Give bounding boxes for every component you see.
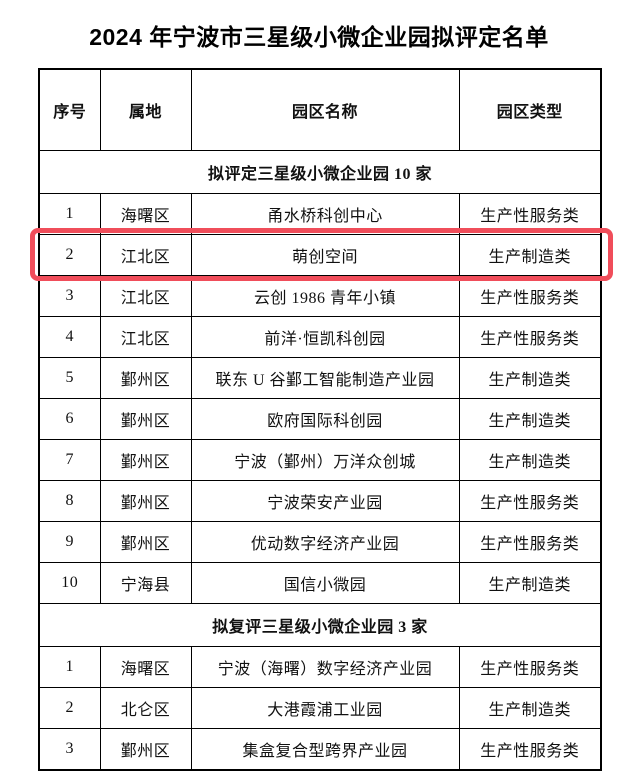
district-cell: 鄞州区 bbox=[99, 398, 192, 440]
district-cell: 鄞州区 bbox=[99, 439, 192, 481]
table-row: 1 海曙区 甬水桥科创中心 生产性服务类 bbox=[38, 193, 602, 235]
district-cell: 鄞州区 bbox=[99, 521, 192, 563]
table-row: 3 鄞州区 集盒复合型跨界产业园 生产性服务类 bbox=[38, 728, 602, 771]
park-name-cell: 优动数字经济产业园 bbox=[190, 521, 460, 563]
park-type-cell: 生产制造类 bbox=[458, 234, 602, 276]
district-cell: 江北区 bbox=[99, 275, 192, 317]
park-type-cell: 生产制造类 bbox=[458, 357, 602, 399]
table-row: 7 鄞州区 宁波（鄞州）万洋众创城 生产制造类 bbox=[38, 439, 602, 481]
park-name-cell: 欧府国际科创园 bbox=[190, 398, 460, 440]
park-name-cell: 宁波（海曙）数字经济产业园 bbox=[190, 646, 460, 688]
park-name-cell: 国信小微园 bbox=[190, 562, 460, 604]
evaluation-table: 序号 属地 园区名称 园区类型 拟评定三星级小微企业园 10 家 1 海曙区 甬水桥科… bbox=[38, 68, 602, 771]
park-type-cell: 生产性服务类 bbox=[458, 193, 602, 235]
table-row: 1 海曙区 宁波（海曙）数字经济产业园 生产性服务类 bbox=[38, 646, 602, 688]
table-row: 6 鄞州区 欧府国际科创园 生产制造类 bbox=[38, 398, 602, 440]
park-type-cell: 生产制造类 bbox=[458, 439, 602, 481]
column-header-index: 序号 bbox=[38, 68, 101, 151]
district-cell: 海曙区 bbox=[99, 193, 192, 235]
table-row: 10 宁海县 国信小微园 生产制造类 bbox=[38, 562, 602, 604]
park-name-cell: 甬水桥科创中心 bbox=[190, 193, 460, 235]
park-type-cell: 生产性服务类 bbox=[458, 275, 602, 317]
row-number-cell: 3 bbox=[38, 275, 101, 317]
park-name-cell: 萌创空间 bbox=[190, 234, 460, 276]
table-row: 8 鄞州区 宁波荣安产业园 生产性服务类 bbox=[38, 480, 602, 522]
park-type-cell: 生产性服务类 bbox=[458, 480, 602, 522]
table-row: 3 江北区 云创 1986 青年小镇 生产性服务类 bbox=[38, 275, 602, 317]
row-number-cell: 4 bbox=[38, 316, 101, 358]
district-cell: 江北区 bbox=[99, 234, 192, 276]
district-cell: 北仑区 bbox=[99, 687, 192, 729]
table-row: 2 江北区 萌创空间 生产制造类 bbox=[38, 234, 602, 276]
park-type-cell: 生产制造类 bbox=[458, 562, 602, 604]
row-number-cell: 9 bbox=[38, 521, 101, 563]
table-body: 拟评定三星级小微企业园 10 家 1 海曙区 甬水桥科创中心 生产性服务类 2 江北区 萌创空… bbox=[38, 150, 602, 771]
park-type-cell: 生产性服务类 bbox=[458, 521, 602, 563]
column-header-park-type: 园区类型 bbox=[458, 68, 602, 151]
park-type-cell: 生产性服务类 bbox=[458, 646, 602, 688]
row-number-cell: 1 bbox=[38, 646, 101, 688]
table-row: 2 北仑区 大港霞浦工业园 生产制造类 bbox=[38, 687, 602, 729]
row-number-cell: 6 bbox=[38, 398, 101, 440]
column-header-park-name: 园区名称 bbox=[190, 68, 460, 151]
row-number-cell: 8 bbox=[38, 480, 101, 522]
park-name-cell: 云创 1986 青年小镇 bbox=[190, 275, 460, 317]
park-type-cell: 生产制造类 bbox=[458, 398, 602, 440]
row-number-cell: 5 bbox=[38, 357, 101, 399]
park-name-cell: 集盒复合型跨界产业园 bbox=[190, 728, 460, 771]
row-number-cell: 2 bbox=[38, 234, 101, 276]
park-name-cell: 前洋·恒凯科创园 bbox=[190, 316, 460, 358]
district-cell: 宁海县 bbox=[99, 562, 192, 604]
row-number-cell: 2 bbox=[38, 687, 101, 729]
row-number-cell: 1 bbox=[38, 193, 101, 235]
section-header-label: 拟评定三星级小微企业园 10 家 bbox=[38, 150, 602, 194]
table-container: 序号 属地 园区名称 园区类型 拟评定三星级小微企业园 10 家 1 海曙区 甬水桥科… bbox=[30, 68, 613, 771]
page-title: 2024 年宁波市三星级小微企业园拟评定名单 bbox=[89, 24, 549, 50]
district-cell: 鄞州区 bbox=[99, 480, 192, 522]
row-number-cell: 3 bbox=[38, 728, 101, 771]
park-name-cell: 大港霞浦工业园 bbox=[190, 687, 460, 729]
table-row: 9 鄞州区 优动数字经济产业园 生产性服务类 bbox=[38, 521, 602, 563]
column-header-district: 属地 bbox=[99, 68, 192, 151]
section-header-label: 拟复评三星级小微企业园 3 家 bbox=[38, 603, 602, 647]
park-type-cell: 生产性服务类 bbox=[458, 728, 602, 771]
section-header-row: 拟复评三星级小微企业园 3 家 bbox=[38, 603, 602, 647]
district-cell: 鄞州区 bbox=[99, 728, 192, 771]
park-type-cell: 生产制造类 bbox=[458, 687, 602, 729]
park-type-cell: 生产性服务类 bbox=[458, 316, 602, 358]
table-row: 4 江北区 前洋·恒凯科创园 生产性服务类 bbox=[38, 316, 602, 358]
park-name-cell: 联东 U 谷鄞工智能制造产业园 bbox=[190, 357, 460, 399]
header-row: 序号 属地 园区名称 园区类型 bbox=[38, 68, 602, 151]
district-cell: 江北区 bbox=[99, 316, 192, 358]
section-header-row: 拟评定三星级小微企业园 10 家 bbox=[38, 150, 602, 194]
row-number-cell: 7 bbox=[38, 439, 101, 481]
row-number-cell: 10 bbox=[38, 562, 101, 604]
district-cell: 海曙区 bbox=[99, 646, 192, 688]
district-cell: 鄞州区 bbox=[99, 357, 192, 399]
park-name-cell: 宁波（鄞州）万洋众创城 bbox=[190, 439, 460, 481]
park-name-cell: 宁波荣安产业园 bbox=[190, 480, 460, 522]
table-row: 5 鄞州区 联东 U 谷鄞工智能制造产业园 生产制造类 bbox=[38, 357, 602, 399]
